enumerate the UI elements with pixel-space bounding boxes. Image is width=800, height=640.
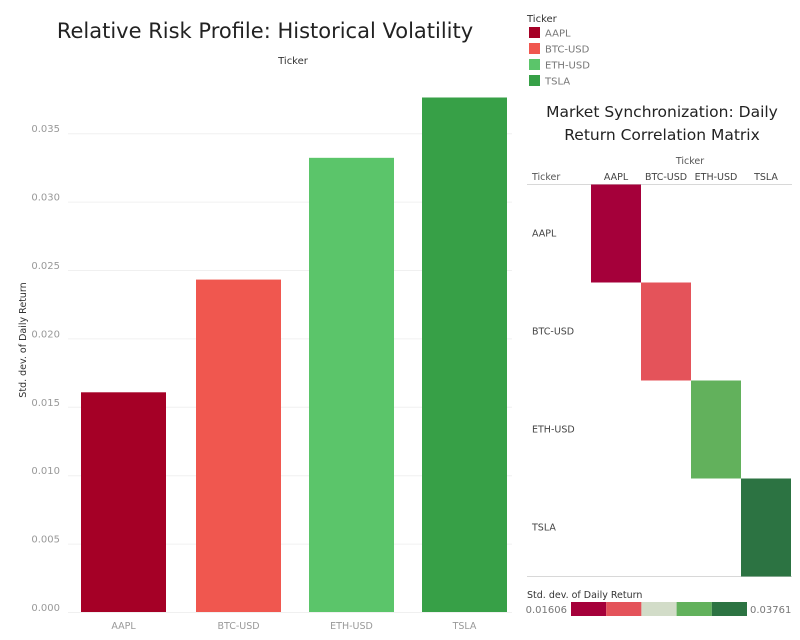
gradient-legend-min: 0.01606	[526, 605, 567, 616]
gradient-legend-title: Std. dev. of Daily Return	[527, 590, 642, 601]
heatmap-row-labels: AAPL BTC-USD ETH-USD TSLA	[531, 229, 575, 534]
gradient-segment	[676, 602, 712, 616]
bar-aapl	[81, 392, 166, 612]
y-tick-label: 0.015	[31, 398, 60, 409]
y-tick-label: 0.000	[31, 603, 60, 614]
y-tick-label: 0.035	[31, 124, 60, 135]
gradient-segment	[641, 602, 677, 616]
heatmap-row-label: TSLA	[531, 523, 556, 534]
y-tick-label: 0.005	[31, 535, 60, 546]
heatmap-title-line-2: Return Correlation Matrix	[564, 126, 760, 144]
x-category-label: AAPL	[111, 621, 136, 632]
gradient-legend-max: 0.03761	[750, 605, 791, 616]
y-tick-label: 0.030	[31, 193, 60, 204]
heatmap-column-label: ETH-USD	[695, 172, 738, 183]
legend-item-label: BTC-USD	[545, 45, 590, 56]
x-category-label: BTC-USD	[217, 621, 259, 632]
color-legend: Ticker AAPL BTC-USD ETH-USD TSLA	[526, 14, 590, 88]
heatmap-column-label: TSLA	[753, 172, 778, 183]
gradient-segment	[571, 602, 607, 616]
bars	[81, 97, 507, 613]
legend-swatch	[529, 27, 540, 38]
gradient-segment	[711, 602, 747, 616]
legend-swatch	[529, 59, 540, 70]
heatmap-column-header: Ticker	[675, 156, 704, 167]
y-tick-label: 0.025	[31, 261, 60, 272]
y-axis-label: Std. dev. of Daily Return	[18, 282, 29, 397]
heatmap-cell-tsla	[741, 478, 791, 577]
heatmap-cells	[591, 184, 791, 577]
gradient-segment	[606, 602, 642, 616]
gradient-legend-bar	[571, 602, 747, 616]
bar-chart-column-header: Ticker	[277, 56, 309, 67]
bar-btc-usd	[196, 279, 281, 612]
legend-swatch	[529, 43, 540, 54]
x-category-label: ETH-USD	[330, 621, 373, 632]
bar-eth-usd	[309, 157, 394, 612]
bar-tsla	[422, 97, 507, 613]
heatmap-column-label: AAPL	[604, 172, 629, 183]
legend-item-label: ETH-USD	[545, 61, 590, 72]
bar-chart-title: Relative Risk Profile: Historical Volati…	[57, 19, 473, 43]
x-category-label: TSLA	[452, 621, 477, 632]
y-tick-label: 0.010	[31, 466, 60, 477]
legend-item-label: TSLA	[544, 77, 570, 88]
x-axis-categories: AAPL BTC-USD ETH-USD TSLA	[111, 621, 477, 632]
y-axis-ticks: 0.000 0.005 0.010 0.015 0.020 0.025 0.030 0.035	[31, 124, 60, 614]
heatmap-cell-eth-usd	[691, 380, 741, 479]
legend-swatch	[529, 75, 540, 86]
legend-title: Ticker	[526, 14, 558, 25]
heatmap-row-label: AAPL	[532, 229, 557, 240]
heatmap-row-header: Ticker	[531, 172, 560, 183]
heatmap-cell-btc-usd	[641, 282, 691, 381]
heatmap-column-label: BTC-USD	[645, 172, 687, 183]
heatmap-row-label: ETH-USD	[532, 425, 575, 436]
y-tick-label: 0.020	[31, 329, 60, 340]
legend-item-label: AAPL	[545, 29, 571, 40]
heatmap-cell-aapl	[591, 184, 641, 283]
heatmap-title-line-1: Market Synchronization: Daily	[546, 103, 778, 121]
heatmap-column-labels: AAPL BTC-USD ETH-USD TSLA	[604, 172, 779, 183]
heatmap-row-label: BTC-USD	[532, 327, 574, 338]
